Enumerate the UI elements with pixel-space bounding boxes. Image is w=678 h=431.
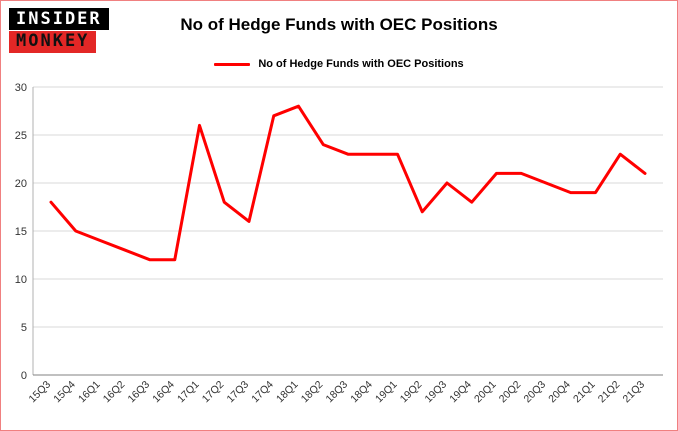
x-tick-label: 18Q3	[323, 379, 350, 406]
logo-monkey-text: MONKEY	[9, 31, 97, 53]
x-tick-label: 17Q3	[224, 379, 251, 406]
x-tick-label: 21Q3	[620, 379, 647, 406]
y-tick-label: 0	[21, 370, 27, 382]
x-tick-label: 17Q1	[175, 379, 202, 406]
x-tick-label: 21Q1	[571, 379, 598, 406]
y-tick-label: 25	[15, 130, 27, 142]
x-tick-label: 16Q2	[101, 379, 128, 406]
y-tick-label: 30	[15, 82, 27, 94]
plot-area: 0 5 10 15 20 25 30 15Q3 15Q4 16Q1 16Q2 16Q3 16Q4 17Q1…	[5, 75, 673, 427]
y-tick-label: 20	[15, 178, 27, 190]
x-tick-label: 19Q2	[398, 379, 425, 406]
x-tick-label: 21Q2	[596, 379, 623, 406]
x-tick-label: 18Q4	[348, 379, 375, 406]
x-tick-label: 19Q1	[373, 379, 400, 406]
x-tick-label: 15Q3	[26, 379, 53, 406]
legend-line-swatch	[214, 62, 251, 66]
x-tick-label: 16Q4	[150, 379, 177, 406]
legend-label: No of Hedge Funds with OEC Positions	[258, 58, 464, 70]
y-tick-label: 15	[15, 226, 27, 238]
x-tick-label: 19Q4	[447, 379, 474, 406]
data-line	[49, 104, 647, 262]
y-tick-label: 5	[21, 322, 27, 334]
x-tick-label: 15Q4	[51, 379, 78, 406]
y-tick-label: 10	[15, 274, 27, 286]
x-tick-label: 19Q3	[422, 379, 449, 406]
logo-insider-text: INSIDER	[9, 8, 109, 30]
x-tick-label: 17Q4	[249, 379, 276, 406]
x-tick-label: 17Q2	[200, 379, 227, 406]
x-tick-label: 20Q4	[546, 379, 573, 406]
x-tick-label: 20Q1	[472, 379, 499, 406]
chart-title: No of Hedge Funds with OEC Positions	[180, 15, 498, 34]
x-tick-label: 18Q2	[299, 379, 326, 406]
insider-monkey-logo: INSIDER MONKEY	[9, 8, 109, 53]
x-tick-label: 20Q2	[497, 379, 524, 406]
x-tick-label: 16Q3	[125, 379, 152, 406]
line-chart: 0 5 10 15 20 25 30 15Q315Q416Q116Q216Q316Q417Q1…	[15, 82, 663, 406]
legend: No of Hedge Funds with OEC Positions	[1, 58, 677, 70]
x-tick-label: 16Q1	[76, 379, 103, 406]
x-tick-label: 20Q3	[521, 379, 548, 406]
x-tick-label: 18Q1	[274, 379, 301, 406]
